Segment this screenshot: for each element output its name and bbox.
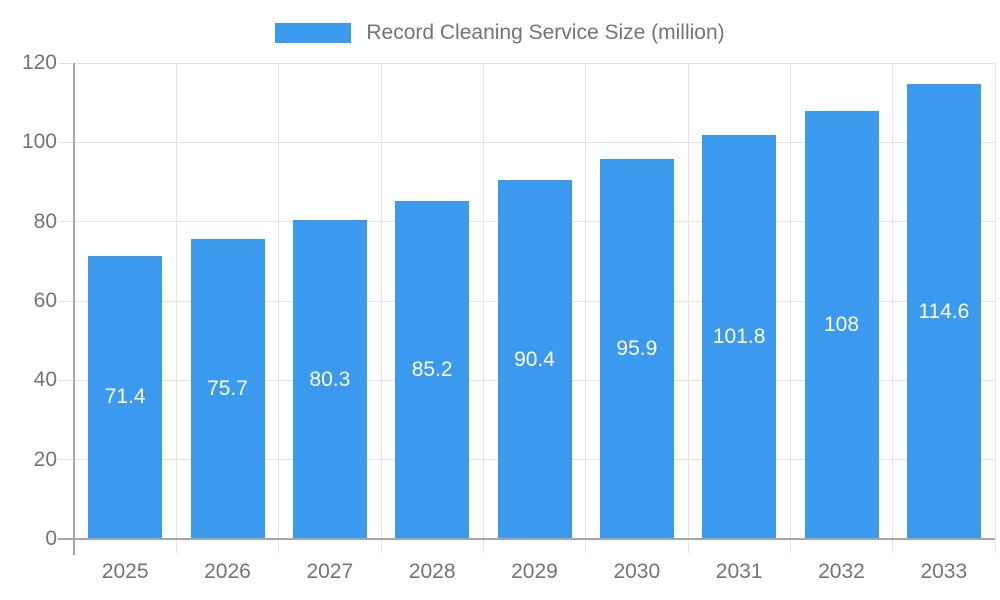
y-tick-label-120: 120	[21, 51, 57, 74]
gridline-x-boundary-7	[789, 63, 791, 553]
bar-2029[interactable]	[497, 180, 572, 539]
x-tick-label-2029: 2029	[511, 560, 558, 583]
gridline-y-100	[58, 141, 995, 143]
y-tick-label-20: 20	[33, 447, 57, 471]
bar-2027[interactable]	[292, 220, 367, 539]
x-tick-label-2026: 2026	[204, 560, 251, 583]
x-tick-label-2032: 2032	[818, 560, 865, 583]
x-tick-label-2031: 2031	[715, 560, 763, 583]
bar-2032[interactable]	[804, 110, 879, 539]
x-tick-label-2030: 2030	[613, 560, 661, 583]
gridline-x-boundary-2	[278, 63, 280, 553]
y-axis-line	[73, 63, 75, 555]
bar-2028[interactable]	[395, 201, 470, 539]
gridline-x-boundary-3	[380, 63, 382, 553]
gridline-x-boundary-5	[585, 63, 587, 553]
gridline-x-boundary-8	[892, 63, 894, 553]
x-tick-label-2025: 2025	[101, 560, 149, 583]
bar-2031[interactable]	[702, 135, 777, 539]
y-tick-label-80: 80	[33, 209, 57, 233]
y-tick-label-40: 40	[33, 368, 57, 392]
bar-2033[interactable]	[906, 84, 981, 539]
legend-swatch	[275, 23, 352, 43]
gridline-x-boundary-6	[687, 63, 689, 553]
bar-2026[interactable]	[190, 238, 265, 539]
x-axis-line	[58, 538, 995, 540]
bar-2025[interactable]	[88, 255, 163, 539]
bar-2030[interactable]	[599, 158, 674, 539]
x-tick-label-2027: 2027	[306, 560, 354, 583]
x-tick-label-2028: 2028	[408, 560, 456, 583]
gridline-x-boundary-9	[994, 63, 996, 553]
y-tick-label-60: 60	[33, 289, 57, 312]
gridline-x-boundary-1	[175, 63, 177, 553]
y-tick-label-0: 0	[45, 527, 57, 550]
legend-item[interactable]: Record Cleaning Service Size (million)	[0, 21, 1000, 45]
x-tick-label-2033: 2033	[920, 560, 968, 583]
legend-label: Record Cleaning Service Size (million)	[366, 21, 725, 44]
y-tick-label-100: 100	[21, 130, 57, 154]
gridline-y-120	[58, 62, 995, 64]
gridline-x-boundary-4	[482, 63, 484, 553]
